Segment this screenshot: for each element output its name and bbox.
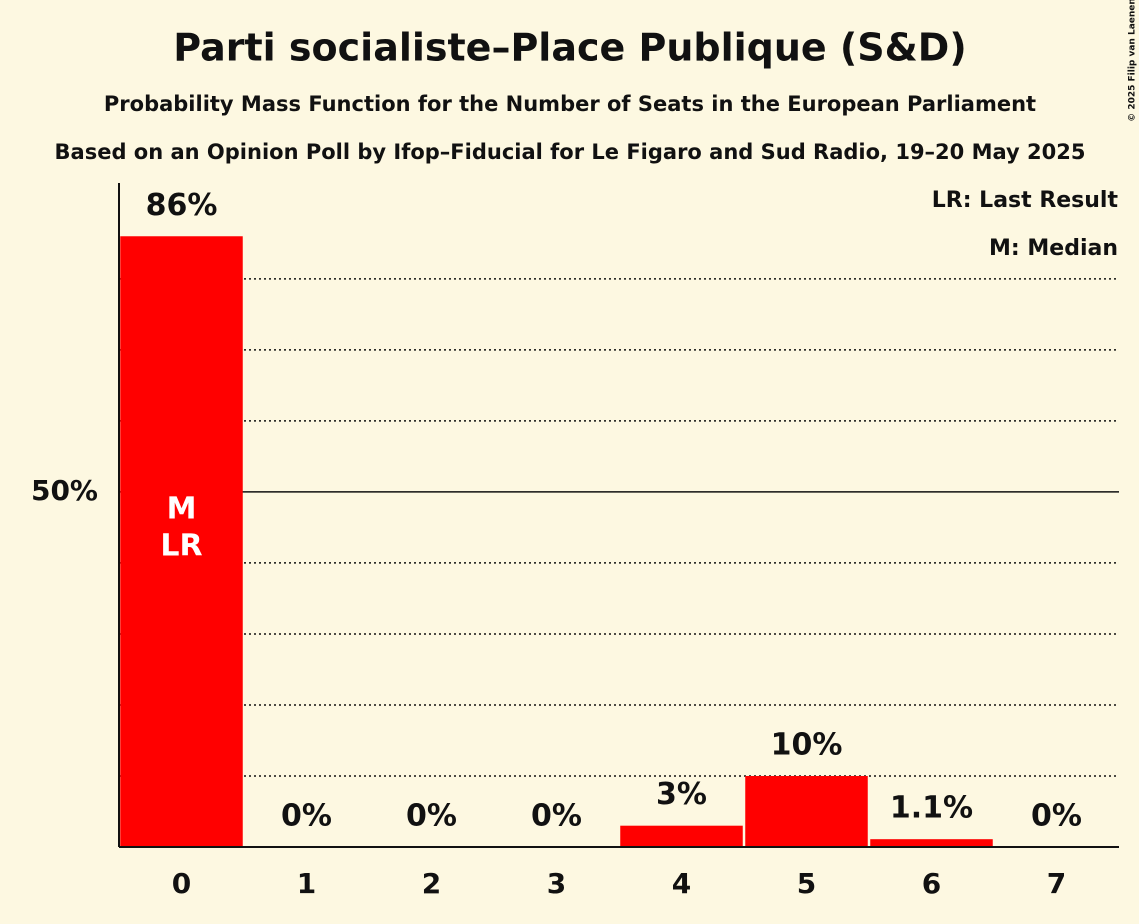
chart-title: Parti socialiste–Place Publique (S&D)	[173, 26, 966, 70]
x-tick-label: 6	[922, 867, 941, 900]
bar	[120, 236, 243, 848]
x-tick-label: 0	[172, 867, 191, 900]
bar-annotation: LR	[160, 529, 202, 564]
value-label: 1.1%	[890, 791, 973, 826]
legend-entry: M: Median	[989, 236, 1118, 261]
value-label: 0%	[1031, 799, 1082, 834]
value-label: 0%	[281, 799, 332, 834]
value-label: 86%	[146, 188, 218, 223]
y-tick-label: 50%	[31, 474, 98, 507]
value-label: 0%	[406, 799, 457, 834]
value-label: 0%	[531, 799, 582, 834]
x-tick-label: 1	[297, 867, 316, 900]
bar-annotation: M	[167, 492, 197, 527]
copyright: © 2025 Filip van Laenen	[1128, 0, 1138, 122]
value-label: 3%	[656, 777, 707, 812]
x-tick-label: 3	[547, 867, 566, 900]
x-tick-label: 5	[797, 867, 816, 900]
bar	[620, 825, 743, 847]
bar	[870, 839, 993, 847]
x-tick-label: 2	[422, 867, 441, 900]
x-tick-label: 7	[1047, 867, 1066, 900]
legend-entry: LR: Last Result	[932, 188, 1119, 213]
chart-subtitle: Probability Mass Function for the Number…	[104, 92, 1036, 116]
x-tick-label: 4	[672, 867, 691, 900]
bar	[745, 775, 868, 847]
value-label: 10%	[771, 727, 843, 762]
chart-subtitle: Based on an Opinion Poll by Ifop–Fiducia…	[55, 140, 1086, 164]
